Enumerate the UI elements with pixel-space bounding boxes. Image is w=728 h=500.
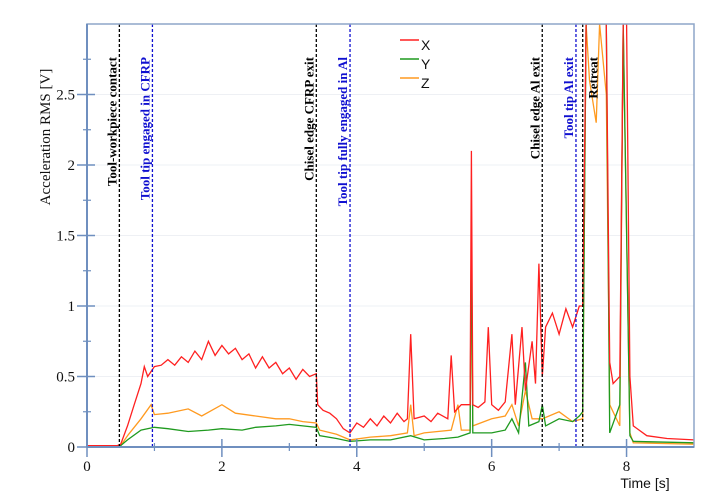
series-line-y (87, 24, 694, 447)
series-group (87, 24, 694, 447)
legend-label-y: Y (421, 56, 431, 72)
series-line-z (87, 24, 694, 447)
x-tick-label: 6 (488, 459, 496, 475)
event-label: Tool tip Al exit (561, 56, 576, 138)
x-tick-label: 2 (218, 459, 226, 475)
event-label: Chisel edge CFRP exit (301, 56, 316, 181)
event-label: Tool tip engaged in CFRP (137, 57, 152, 200)
y-tick-label: 1.5 (56, 229, 75, 245)
x-tick-label: 0 (83, 459, 91, 475)
event-label: Chisel edge Al exit (527, 56, 542, 159)
legend-label-z: Z (421, 75, 430, 91)
x-tick-label: 8 (623, 459, 631, 475)
y-tick-label: 0 (68, 440, 76, 456)
legend: XYZ (400, 37, 431, 91)
series-line-x (87, 24, 694, 447)
legend-label-x: X (421, 37, 431, 53)
y-axis-title: Acceleration RMS [V] (38, 69, 54, 206)
y-tick-label: 1 (68, 299, 76, 315)
event-label: Retreat (586, 56, 601, 98)
x-axis-title: Time [s] (620, 475, 669, 491)
y-tick-label: 0.5 (56, 370, 75, 386)
axes: 0 0.5 1 1.5 2 2.5 0 2 4 6 8 (56, 24, 694, 475)
event-markers: Tool-workpiece contact Tool tip engaged i… (104, 24, 601, 447)
y-tick-label: 2.5 (56, 88, 75, 104)
grid (87, 94, 694, 377)
y-tick-label: 2 (68, 158, 76, 174)
x-tick-label: 4 (353, 459, 361, 475)
event-label: Tool tip fully engaged in Al (335, 57, 350, 207)
event-label: Tool-workpiece contact (104, 56, 119, 186)
